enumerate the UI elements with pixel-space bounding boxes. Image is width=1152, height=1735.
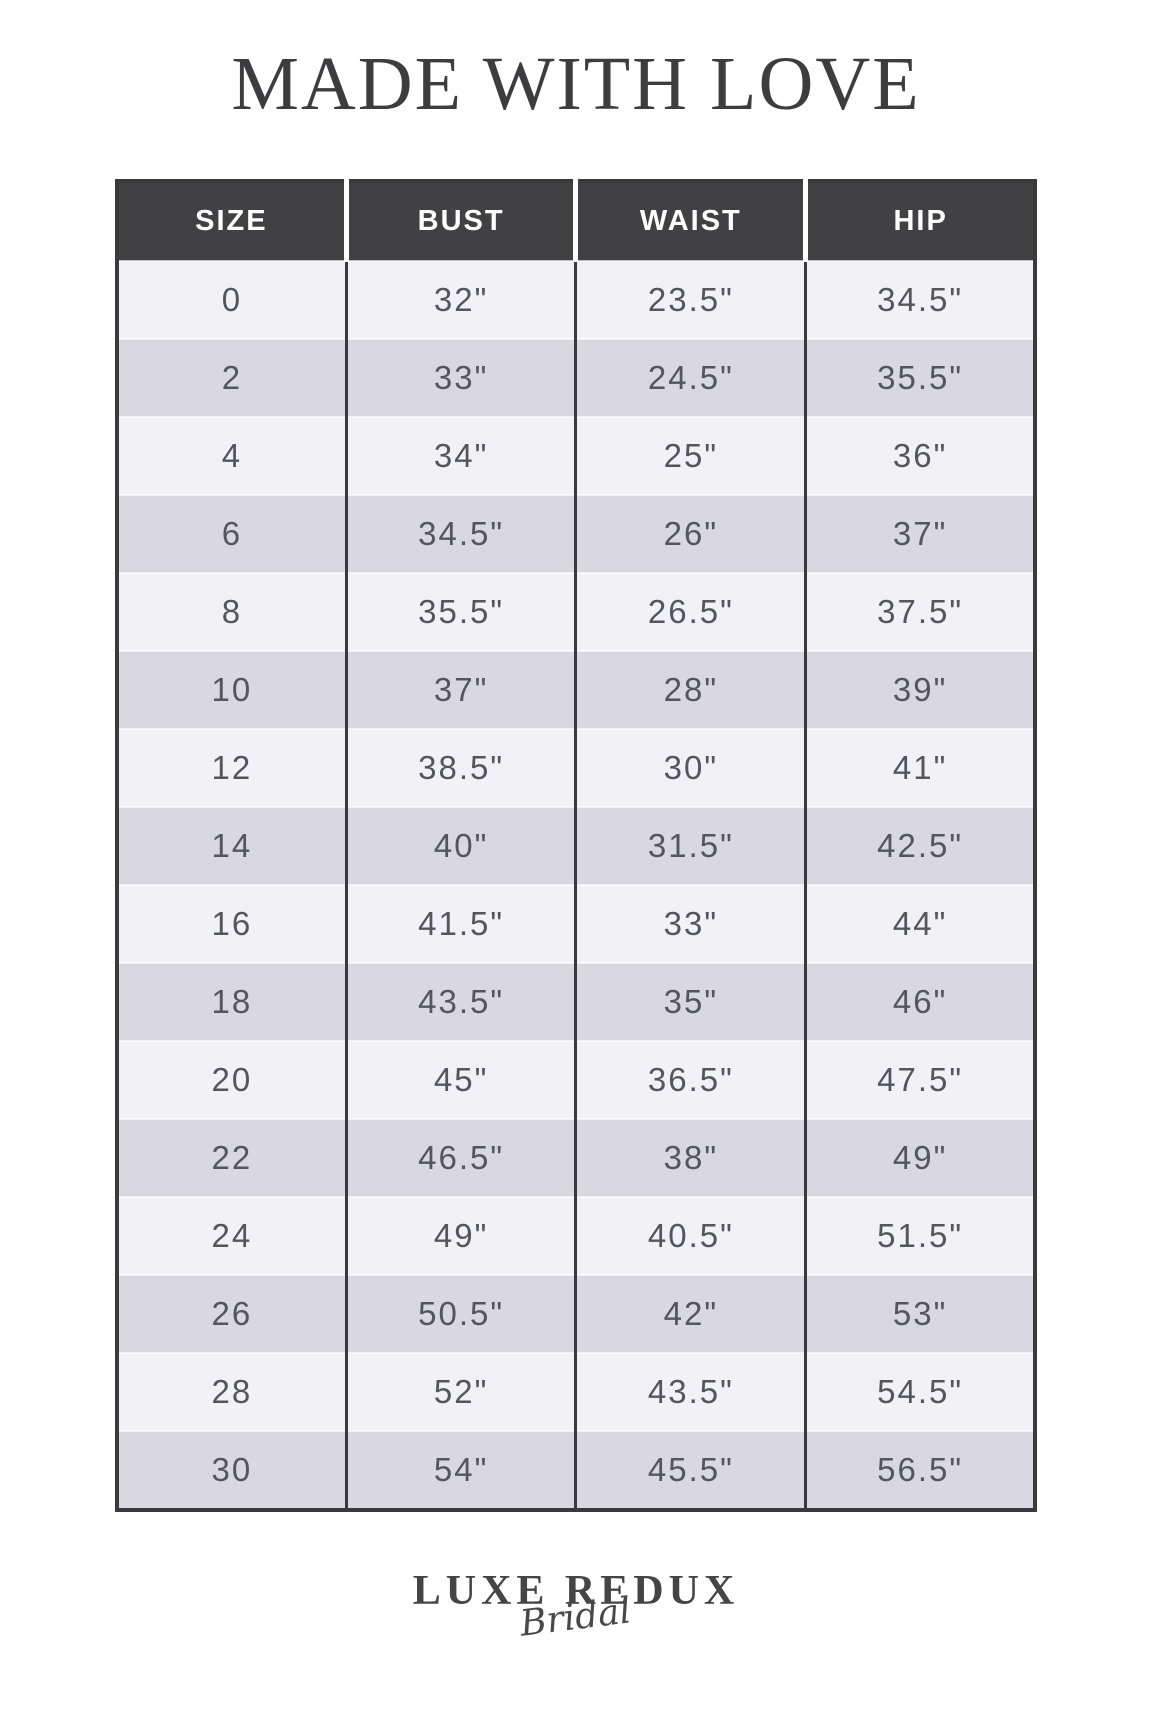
table-cell: 36": [804, 416, 1035, 496]
table-cell: 26: [117, 1274, 347, 1354]
table-cell: 54": [344, 1430, 576, 1511]
table-cell: 20: [117, 1040, 347, 1120]
footer-logo-brand: LUXE REDUX: [412, 1568, 740, 1615]
table-cell: 49": [344, 1196, 576, 1276]
table-cell: 37": [804, 494, 1035, 574]
table-row: 22 46.5" 38" 49": [117, 1118, 1035, 1198]
table-cell: 42": [574, 1274, 806, 1354]
table-cell: 41.5": [344, 884, 576, 964]
table-row: 6 34.5" 26" 37": [117, 494, 1035, 574]
table-cell: 32": [344, 260, 576, 340]
table-row: 8 35.5" 26.5" 37.5": [117, 572, 1035, 652]
table-cell: 45.5": [574, 1430, 806, 1511]
table-cell: 4: [117, 416, 347, 496]
table-cell: 53": [804, 1274, 1035, 1354]
table-row: 30 54" 45.5" 56.5": [117, 1430, 1035, 1511]
table-cell: 12: [117, 728, 347, 808]
table-cell: 38": [574, 1118, 806, 1198]
table-cell: 35.5": [804, 338, 1035, 418]
size-chart-table: SIZE BUST WAIST HIP 0 32" 23.5" 34.5" 2 33" 24.5"…: [115, 179, 1037, 1513]
footer-logo: LUXE REDUX Bridal: [0, 1568, 1152, 1645]
table-cell: 2: [117, 338, 347, 418]
table-row: 12 38.5" 30" 41": [117, 728, 1035, 808]
table-cell: 56.5": [804, 1430, 1035, 1511]
column-header: SIZE: [117, 181, 347, 262]
column-header: WAIST: [573, 181, 806, 262]
table-cell: 25": [574, 416, 806, 496]
table-cell: 26": [574, 494, 806, 574]
table-cell: 23.5": [574, 260, 806, 340]
column-header: HIP: [803, 181, 1035, 262]
table-row: 20 45" 36.5" 47.5": [117, 1040, 1035, 1120]
table-cell: 30": [574, 728, 806, 808]
table-cell: 41": [804, 728, 1035, 808]
table-row: 24 49" 40.5" 51.5": [117, 1196, 1035, 1276]
table-cell: 30: [117, 1430, 347, 1511]
table-cell: 43.5": [344, 962, 576, 1042]
table-cell: 37": [344, 650, 576, 730]
table-row: 0 32" 23.5" 34.5": [117, 260, 1035, 340]
table-cell: 22: [117, 1118, 347, 1198]
table-row: 10 37" 28" 39": [117, 650, 1035, 730]
table-row: 2 33" 24.5" 35.5": [117, 338, 1035, 418]
table-row: 26 50.5" 42" 53": [117, 1274, 1035, 1354]
table-row: 18 43.5" 35" 46": [117, 962, 1035, 1042]
column-header: BUST: [343, 181, 576, 262]
table-cell: 40.5": [574, 1196, 806, 1276]
table-cell: 51.5": [804, 1196, 1035, 1276]
table-cell: 35": [574, 962, 806, 1042]
table-cell: 52": [344, 1352, 576, 1432]
table-cell: 26.5": [574, 572, 806, 652]
table-cell: 36.5": [574, 1040, 806, 1120]
table-cell: 43.5": [574, 1352, 806, 1432]
table-cell: 39": [804, 650, 1035, 730]
table-cell: 37.5": [804, 572, 1035, 652]
table-cell: 31.5": [574, 806, 806, 886]
table-cell: 10: [117, 650, 347, 730]
table-cell: 35.5": [344, 572, 576, 652]
table-cell: 50.5": [344, 1274, 576, 1354]
table-cell: 16: [117, 884, 347, 964]
page-title: MADE WITH LOVE: [231, 42, 921, 126]
table-cell: 34.5": [804, 260, 1035, 340]
size-table-header-row: SIZE BUST WAIST HIP: [117, 181, 1035, 262]
table-cell: 28: [117, 1352, 347, 1432]
table-cell: 38.5": [344, 728, 576, 808]
table-cell: 42.5": [804, 806, 1035, 886]
table-row: 28 52" 43.5" 54.5": [117, 1352, 1035, 1432]
table-cell: 34": [344, 416, 576, 496]
table-cell: 40": [344, 806, 576, 886]
table-cell: 33": [574, 884, 806, 964]
table-cell: 44": [804, 884, 1035, 964]
table-cell: 34.5": [344, 494, 576, 574]
table-cell: 47.5": [804, 1040, 1035, 1120]
table-row: 14 40" 31.5" 42.5": [117, 806, 1035, 886]
table-cell: 49": [804, 1118, 1035, 1198]
table-cell: 6: [117, 494, 347, 574]
table-cell: 18: [117, 962, 347, 1042]
table-cell: 14: [117, 806, 347, 886]
table-cell: 33": [344, 338, 576, 418]
table-cell: 45": [344, 1040, 576, 1120]
size-table-head: SIZE BUST WAIST HIP: [117, 181, 1035, 262]
table-row: 16 41.5" 33" 44": [117, 884, 1035, 964]
table-cell: 46": [804, 962, 1035, 1042]
size-guide-page: MADE WITH LOVE SIZE BUST WAIST HIP 0 32" 23.5…: [0, 42, 1152, 1735]
table-cell: 46.5": [344, 1118, 576, 1198]
table-cell: 24.5": [574, 338, 806, 418]
size-table-body: 0 32" 23.5" 34.5" 2 33" 24.5" 35.5" 4 34" 25" 36" 6 3…: [117, 260, 1035, 1511]
footer-logo-script: Bridal: [518, 1590, 634, 1645]
table-cell: 28": [574, 650, 806, 730]
table-cell: 24: [117, 1196, 347, 1276]
table-cell: 0: [117, 260, 347, 340]
table-row: 4 34" 25" 36": [117, 416, 1035, 496]
table-cell: 8: [117, 572, 347, 652]
table-cell: 54.5": [804, 1352, 1035, 1432]
